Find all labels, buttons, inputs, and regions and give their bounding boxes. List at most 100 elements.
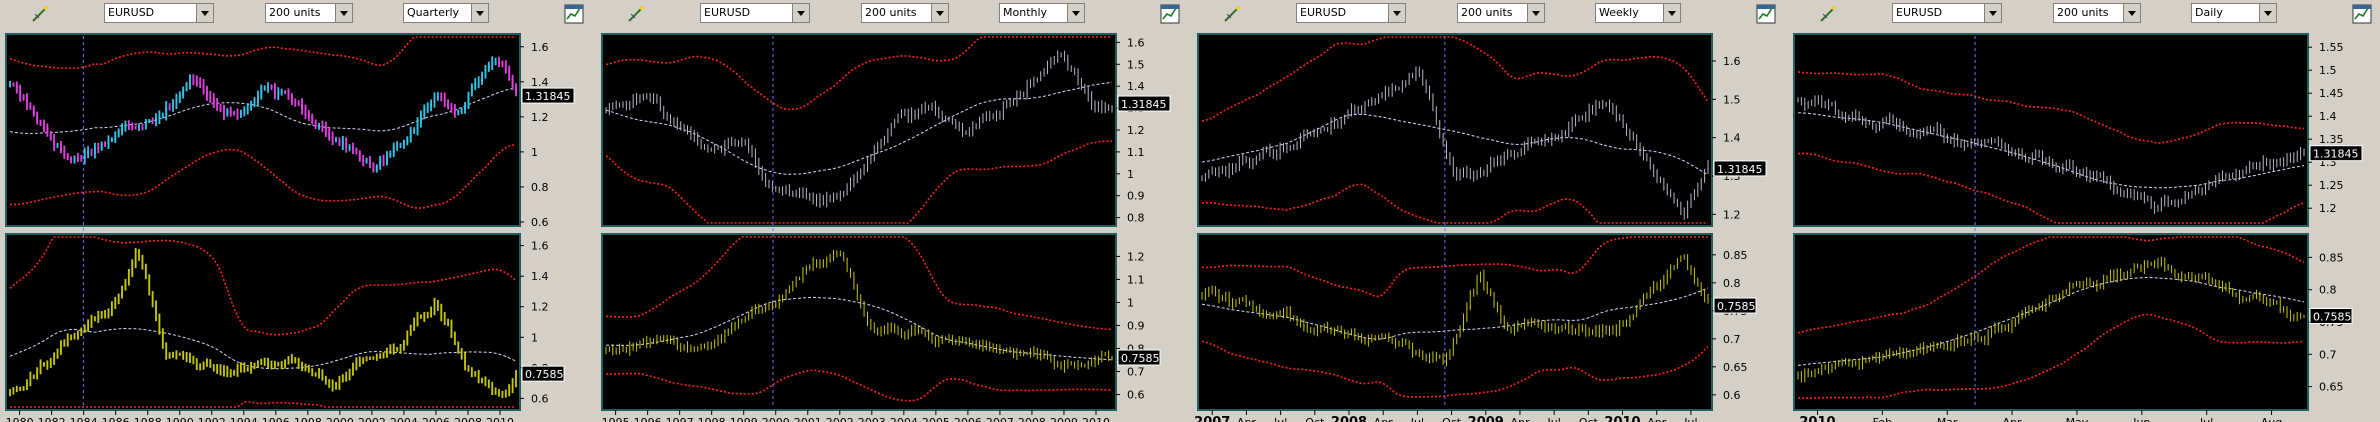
chevron-down-icon[interactable] [1388,4,1405,22]
candle-body [301,103,303,110]
pencil-wand-icon[interactable] [30,5,52,23]
candle-body [9,84,11,86]
price-lower-band [1201,183,1708,224]
period-select[interactable]: Monthly [999,3,1085,23]
period-select[interactable]: Quarterly [403,3,489,23]
osc-tick-label: 1.2 [1127,250,1145,263]
price-tick-label: 1.2 [2319,202,2337,215]
x-tick-label: 2005 [922,416,950,422]
chevron-down-icon[interactable] [1663,4,1680,22]
units-select[interactable]: 200 units [1457,3,1545,23]
chevron-down-icon[interactable] [931,4,948,22]
chevron-down-icon[interactable] [2259,4,2276,22]
candle-body [348,147,351,149]
x-tick-label: Mar [1937,416,1958,422]
osc-tick-label: 1.6 [531,240,549,253]
chart-settings-icon[interactable] [1756,4,1776,24]
instrument-select-value: EURUSD [704,6,751,19]
candle-body [399,145,402,147]
pencil-wand-icon[interactable] [1222,5,1244,23]
units-select-value: 200 units [1461,6,1513,19]
period-select-value: Quarterly [407,6,460,19]
last-osc-box [1713,297,1757,314]
chart-settings-icon[interactable] [2352,4,2372,24]
last-price-value: 1.31845 [1121,98,1167,111]
x-tick-label: Apr [2003,416,2023,422]
instrument-select[interactable]: EURUSD [1892,3,2002,23]
candle-body [345,141,348,149]
x-tick-label: 2004 [890,416,918,422]
x-tick-label: Feb [1873,416,1892,422]
candle-body [114,135,117,140]
candle-body [76,157,79,159]
units-select[interactable]: 200 units [861,3,949,23]
candle-body [453,108,456,113]
chevron-down-icon[interactable] [335,4,352,22]
x-tick-label: 1998 [294,416,322,422]
price-pane [1793,33,2309,227]
candle-body [124,124,127,128]
last-price-box [1117,95,1171,112]
candle-body [369,159,371,165]
candle-body [324,126,327,133]
candle-body [46,127,49,133]
units-select-value: 200 units [269,6,321,19]
period-select[interactable]: Weekly [1595,3,1681,23]
units-select[interactable]: 200 units [2053,3,2141,23]
x-tick-label: 1990 [166,416,194,422]
instrument-select[interactable]: EURUSD [1296,3,1406,23]
instrument-select[interactable]: EURUSD [700,3,810,23]
pencil-wand-icon[interactable] [626,5,648,23]
x-tick-label: 2004 [390,416,418,422]
price-tick-label: 1.45 [2319,87,2344,100]
x-tick-label: 1996 [262,416,290,422]
candle-body [97,147,100,149]
chart-settings-icon[interactable] [564,4,584,24]
candle-body [22,96,25,99]
candle-body [450,106,453,109]
x-tick-label: 2002 [358,416,386,422]
osc-upper-band [9,236,517,336]
osc-tick-label: 0.65 [2319,381,2344,394]
last-osc-value: 0.7585 [1717,300,1756,313]
price-pane [5,33,521,227]
chevron-down-icon[interactable] [1984,4,2001,22]
candle-body [375,165,378,171]
x-tick-label: 2007 [986,416,1014,422]
chevron-down-icon[interactable] [2123,4,2140,22]
chart-settings-icon[interactable] [1160,4,1180,24]
chevron-down-icon[interactable] [792,4,809,22]
instrument-select[interactable]: EURUSD [104,3,214,23]
candle-body [107,140,110,145]
candle-body [87,151,90,154]
period-select-value: Weekly [1599,6,1639,19]
candle-body [26,98,28,105]
candle-body [131,125,134,128]
chevron-down-icon[interactable] [1527,4,1544,22]
candle-body [239,113,242,115]
candle-body [270,87,273,89]
units-select[interactable]: 200 units [265,3,353,23]
price-lower-band [10,143,517,210]
last-osc-value: 0.7585 [1121,352,1160,365]
pencil-wand-icon[interactable] [1818,5,1840,23]
candle-body [287,92,290,96]
chevron-down-icon[interactable] [1067,4,1084,22]
candle-body [419,115,422,123]
candle-body [406,138,409,144]
candle-body [195,79,198,83]
chevron-down-icon[interactable] [471,4,488,22]
candle-body [43,124,45,128]
candle-body [470,85,473,95]
x-tick-label: 1992 [198,416,226,422]
price-tick-label: 1.6 [1723,55,1741,68]
period-select[interactable]: Daily [2191,3,2277,23]
candle-body [508,68,511,78]
price-upper-band [1797,71,2304,144]
x-tick-label: 2010 [1082,416,1110,422]
chevron-down-icon[interactable] [196,4,213,22]
toolbar: EURUSD 200 units Daily [1788,0,2380,28]
candle-body [121,127,123,131]
